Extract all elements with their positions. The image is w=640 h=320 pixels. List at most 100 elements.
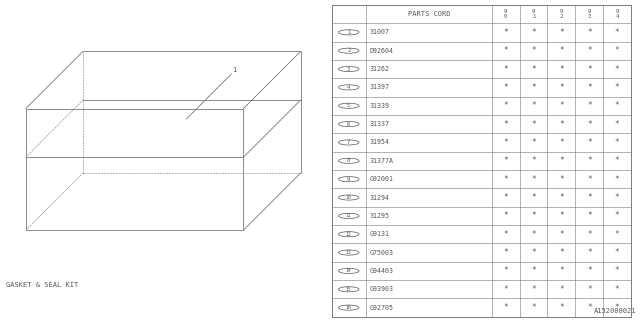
- Bar: [332, 5, 631, 317]
- Text: *: *: [587, 65, 591, 74]
- Text: *: *: [559, 175, 564, 184]
- Text: *: *: [531, 285, 536, 294]
- Text: *: *: [531, 138, 536, 147]
- Text: *: *: [615, 193, 620, 202]
- Text: *: *: [504, 193, 508, 202]
- Text: *: *: [587, 248, 591, 257]
- Text: GASKET & SEAL KIT: GASKET & SEAL KIT: [6, 282, 79, 288]
- Text: *: *: [559, 83, 564, 92]
- Text: *: *: [559, 120, 564, 129]
- Text: *: *: [587, 156, 591, 165]
- Text: *: *: [531, 28, 536, 37]
- Text: *: *: [531, 65, 536, 74]
- Text: *: *: [587, 101, 591, 110]
- Text: *: *: [559, 156, 564, 165]
- Text: *: *: [615, 285, 620, 294]
- Text: *: *: [531, 230, 536, 239]
- Text: 14: 14: [346, 268, 351, 273]
- Text: *: *: [504, 101, 508, 110]
- Text: *: *: [531, 83, 536, 92]
- Text: 31339: 31339: [370, 103, 390, 109]
- Text: 10: 10: [346, 195, 351, 200]
- Text: *: *: [559, 285, 564, 294]
- Text: *: *: [587, 83, 591, 92]
- Text: *: *: [587, 120, 591, 129]
- Text: *: *: [587, 46, 591, 55]
- Text: 12: 12: [346, 232, 351, 237]
- Text: *: *: [615, 138, 620, 147]
- Text: G92705: G92705: [370, 305, 394, 311]
- Text: 9: 9: [347, 177, 350, 182]
- Text: *: *: [504, 46, 508, 55]
- Text: *: *: [615, 248, 620, 257]
- Text: G94403: G94403: [370, 268, 394, 274]
- Text: 31294: 31294: [370, 195, 390, 201]
- Text: 5: 5: [347, 103, 350, 108]
- Text: *: *: [615, 156, 620, 165]
- Text: *: *: [531, 175, 536, 184]
- Text: *: *: [559, 248, 564, 257]
- Text: *: *: [531, 211, 536, 220]
- Text: G75003: G75003: [370, 250, 394, 256]
- Text: 8: 8: [347, 158, 350, 163]
- Text: 31954: 31954: [370, 140, 390, 146]
- Text: 31295: 31295: [370, 213, 390, 219]
- Text: *: *: [504, 28, 508, 37]
- Text: *: *: [531, 303, 536, 312]
- Text: *: *: [587, 175, 591, 184]
- Text: 31377A: 31377A: [370, 158, 394, 164]
- Text: *: *: [559, 303, 564, 312]
- Text: 2: 2: [347, 48, 350, 53]
- Text: *: *: [531, 120, 536, 129]
- Text: *: *: [587, 211, 591, 220]
- Text: *: *: [615, 211, 620, 220]
- Text: *: *: [587, 138, 591, 147]
- Text: *: *: [504, 175, 508, 184]
- Text: *: *: [587, 230, 591, 239]
- Text: G93903: G93903: [370, 286, 394, 292]
- Text: 9
4: 9 4: [616, 9, 619, 19]
- Text: 16: 16: [346, 305, 351, 310]
- Text: *: *: [587, 267, 591, 276]
- Text: *: *: [504, 248, 508, 257]
- Text: *: *: [531, 101, 536, 110]
- Text: *: *: [504, 303, 508, 312]
- Text: *: *: [615, 65, 620, 74]
- Text: *: *: [504, 211, 508, 220]
- Text: 7: 7: [347, 140, 350, 145]
- Text: *: *: [531, 193, 536, 202]
- Text: *: *: [504, 138, 508, 147]
- Text: 13: 13: [346, 250, 351, 255]
- Text: 1: 1: [347, 30, 350, 35]
- Text: *: *: [504, 120, 508, 129]
- Text: *: *: [531, 46, 536, 55]
- Text: *: *: [559, 193, 564, 202]
- Text: 31397: 31397: [370, 84, 390, 90]
- Text: 6: 6: [347, 122, 350, 127]
- Text: *: *: [531, 267, 536, 276]
- Text: *: *: [615, 267, 620, 276]
- Text: *: *: [504, 267, 508, 276]
- Text: *: *: [615, 28, 620, 37]
- Text: *: *: [615, 83, 620, 92]
- Text: *: *: [504, 83, 508, 92]
- Text: 1: 1: [232, 67, 237, 73]
- Text: *: *: [559, 230, 564, 239]
- Text: 31007: 31007: [370, 29, 390, 35]
- Text: *: *: [587, 303, 591, 312]
- Text: *: *: [531, 156, 536, 165]
- Text: *: *: [587, 285, 591, 294]
- Text: 11: 11: [346, 213, 351, 218]
- Text: *: *: [504, 285, 508, 294]
- Text: 9
3: 9 3: [588, 9, 591, 19]
- Text: *: *: [615, 303, 620, 312]
- Text: *: *: [559, 138, 564, 147]
- Text: *: *: [615, 120, 620, 129]
- Text: *: *: [559, 46, 564, 55]
- Text: *: *: [504, 230, 508, 239]
- Text: PARTS CORD: PARTS CORD: [408, 11, 450, 17]
- Text: 9
1: 9 1: [532, 9, 535, 19]
- Text: D92604: D92604: [370, 48, 394, 54]
- Text: 15: 15: [346, 287, 351, 292]
- Text: 9
2: 9 2: [560, 9, 563, 19]
